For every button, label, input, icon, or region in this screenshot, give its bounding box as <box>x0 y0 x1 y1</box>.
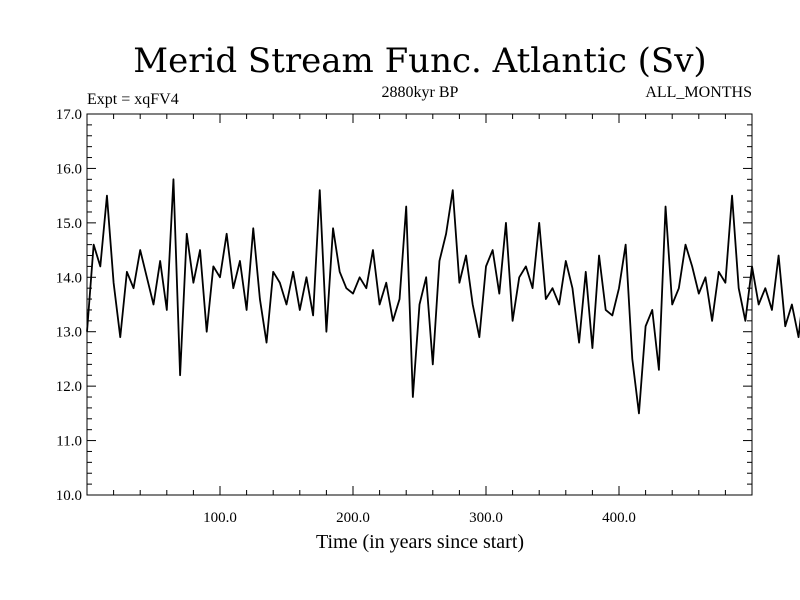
y-tick-label: 15.0 <box>56 216 82 232</box>
x-tick-label: 200.0 <box>336 510 370 526</box>
y-tick-label: 17.0 <box>56 107 82 123</box>
x-tick-label: 400.0 <box>602 510 636 526</box>
series-line-amoc <box>86 178 800 415</box>
x-tick-label: 100.0 <box>203 510 237 526</box>
y-tick-label: 12.0 <box>56 379 82 395</box>
x-axis: 100.0 200.0 300.0 400.0 <box>113 114 726 526</box>
y-axis: 10.0 11.0 12.0 13.0 14.0 15.0 16.0 17.0 <box>56 107 752 504</box>
y-tick-label: 13.0 <box>56 325 82 341</box>
x-tick-label: 300.0 <box>469 510 503 526</box>
series-layer <box>86 178 800 415</box>
period-label: 2880kyr BP <box>382 84 459 101</box>
y-tick-label: 14.0 <box>56 270 82 286</box>
chart-title: Merid Stream Func. Atlantic (Sv) <box>133 41 706 81</box>
y-tick-label: 10.0 <box>56 488 82 504</box>
months-label: ALL_MONTHS <box>645 84 752 101</box>
y-tick-label: 11.0 <box>56 434 82 450</box>
plot-frame <box>86 113 753 496</box>
x-axis-label: Time (in years since start) <box>316 531 524 553</box>
y-tick-label: 16.0 <box>56 161 82 177</box>
experiment-label: Expt = xqFV4 <box>87 91 179 108</box>
